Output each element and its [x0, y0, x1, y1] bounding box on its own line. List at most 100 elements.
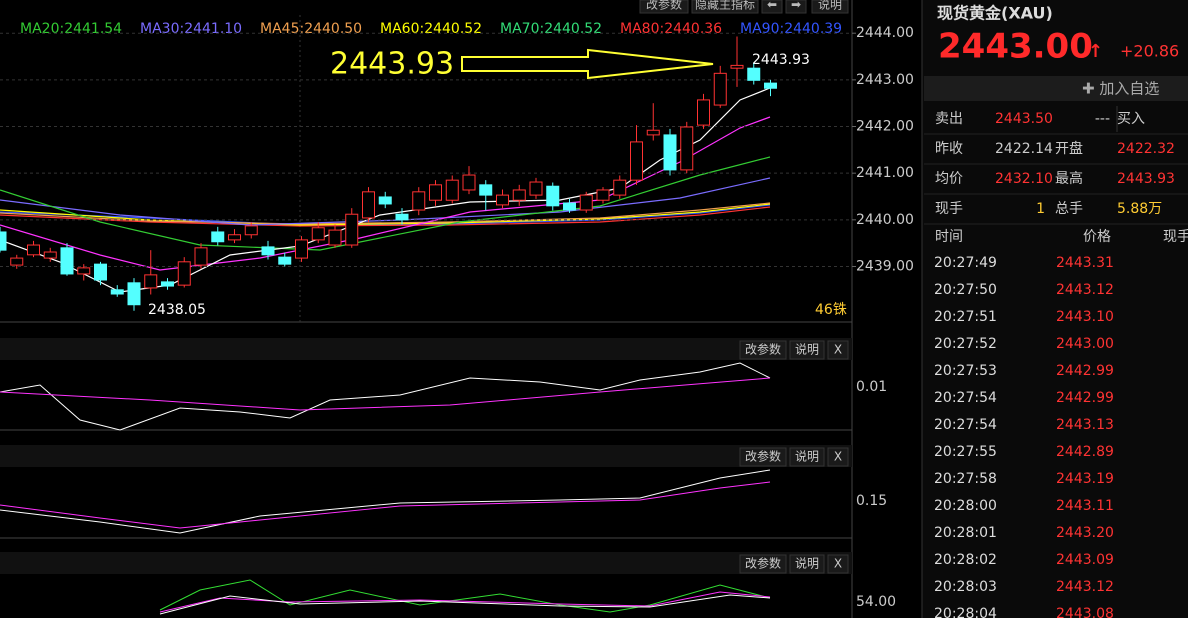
panel-button[interactable]: [827, 447, 849, 467]
quote-change: +20.86: [1120, 42, 1179, 61]
candle-body: [10, 257, 24, 266]
candle-body: [445, 179, 459, 201]
annotation-arrow: [461, 48, 714, 80]
panel-button[interactable]: [789, 340, 825, 360]
trade-price: 2443.10: [1056, 309, 1114, 325]
candle-body: [646, 129, 660, 136]
candle-body: [713, 72, 727, 106]
panel-button[interactable]: [789, 447, 825, 467]
quote-cell: 1: [1036, 201, 1045, 217]
ma-legend: MA20:2441.54: [20, 21, 122, 37]
trade-time: 20:27:58: [934, 471, 997, 487]
toolbar-button[interactable]: [639, 0, 689, 14]
candle-body: [161, 281, 174, 287]
trade-price: 2443.08: [1056, 606, 1114, 618]
toolbar-button-label[interactable]: 改参数: [646, 0, 682, 12]
trade-price: 2442.99: [1056, 390, 1114, 406]
panel-button-label[interactable]: 说明: [795, 342, 819, 357]
candle-body: [127, 282, 141, 306]
trade-price: 2443.20: [1056, 525, 1114, 541]
candle-body: [228, 234, 241, 241]
quote-title: 现货黄金(XAU): [937, 4, 1053, 23]
panel-button-label[interactable]: X: [834, 557, 842, 571]
panel-button[interactable]: [789, 554, 825, 574]
quote-panel: [922, 0, 1188, 618]
toolbar-button[interactable]: [761, 0, 783, 14]
candle-body: [345, 213, 359, 246]
candle-body: [0, 231, 7, 251]
candle-body: [680, 126, 694, 171]
candle-body: [747, 67, 761, 81]
trade-header: 现手: [1163, 229, 1188, 245]
quote-cell: 总手: [1055, 201, 1083, 217]
panel-button-label[interactable]: 改参数: [745, 556, 781, 571]
candle-body: [479, 184, 493, 196]
toolbar-button-label[interactable]: ⬅: [767, 0, 777, 12]
candle-body: [211, 231, 225, 243]
toolbar-button[interactable]: [691, 0, 759, 14]
candle-body: [77, 267, 91, 275]
ma-legend: MA45:2440.50: [260, 21, 362, 37]
add-button[interactable]: [924, 76, 1188, 101]
candle-body: [295, 239, 308, 259]
candle-body: [244, 225, 258, 236]
quote-cell: 开盘: [1055, 140, 1083, 157]
indicator-line: [0, 481, 771, 529]
panel-button[interactable]: [827, 340, 849, 360]
panel-header: [0, 338, 852, 360]
period-label: 46铢: [815, 302, 847, 318]
indicator-lines: [0, 362, 771, 615]
y-tick-label: 2440.00: [856, 212, 914, 228]
panel-button[interactable]: [739, 554, 787, 574]
trade-price: 2443.00: [1056, 336, 1114, 352]
trade-price: 2443.12: [1056, 579, 1114, 595]
ma-line: [0, 116, 771, 271]
indicator-line: [0, 377, 771, 411]
candle-body: [663, 134, 677, 171]
quote-cell: 卖出: [935, 111, 963, 127]
trade-time: 20:27:50: [934, 282, 997, 298]
ma-legend: MA30:2441.10: [140, 21, 242, 37]
candle-body: [362, 191, 375, 219]
panel-button-label[interactable]: 说明: [795, 449, 819, 464]
candle-body: [177, 261, 191, 286]
trade-time: 20:27:53: [934, 363, 997, 379]
ma-line: [0, 206, 771, 227]
candle-body: [311, 227, 325, 241]
panel-button[interactable]: [739, 447, 787, 467]
panel-button-label[interactable]: 改参数: [745, 449, 781, 464]
candle-body: [110, 289, 124, 295]
trade-time: 20:28:04: [934, 606, 997, 618]
indicator-line: [0, 362, 771, 431]
trade-time: 20:27:51: [934, 309, 997, 325]
toolbar-button-label[interactable]: 说明: [818, 0, 842, 12]
trade-time: 20:28:02: [934, 552, 997, 568]
trade-price: 2443.13: [1056, 417, 1114, 433]
panel-button[interactable]: [827, 554, 849, 574]
toolbar-button-label[interactable]: ➡: [791, 0, 801, 12]
panel-button-label[interactable]: 说明: [795, 556, 819, 571]
panel-button[interactable]: [739, 340, 787, 360]
candle-body: [412, 191, 426, 211]
y-tick-label: 2443.00: [856, 72, 914, 88]
annotation: 2443.93: [330, 47, 454, 82]
candle-body: [395, 213, 409, 221]
toolbar-button[interactable]: [785, 0, 807, 14]
add-button-label[interactable]: ✚ 加入自选: [1082, 80, 1159, 98]
panel-button-label[interactable]: X: [834, 450, 842, 464]
quote-cell: 2422.14: [995, 141, 1053, 157]
panel-button-label[interactable]: X: [834, 343, 842, 357]
trade-price: 2442.99: [1056, 363, 1114, 379]
panel-button-label[interactable]: 改参数: [745, 342, 781, 357]
toolbar-button-label[interactable]: 隐藏主指标: [695, 0, 755, 12]
candle-body: [529, 181, 543, 196]
ma-legend: MA60:2440.52: [380, 21, 482, 37]
candle-body: [596, 189, 610, 201]
candle-body: [764, 82, 777, 89]
low-label: 2438.05: [148, 302, 206, 318]
candle-body: [563, 202, 576, 211]
toolbar-button[interactable]: [811, 0, 849, 14]
candle-body: [278, 256, 292, 265]
high-label: 2443.93: [752, 52, 810, 68]
trade-time: 20:27:54: [934, 390, 997, 406]
